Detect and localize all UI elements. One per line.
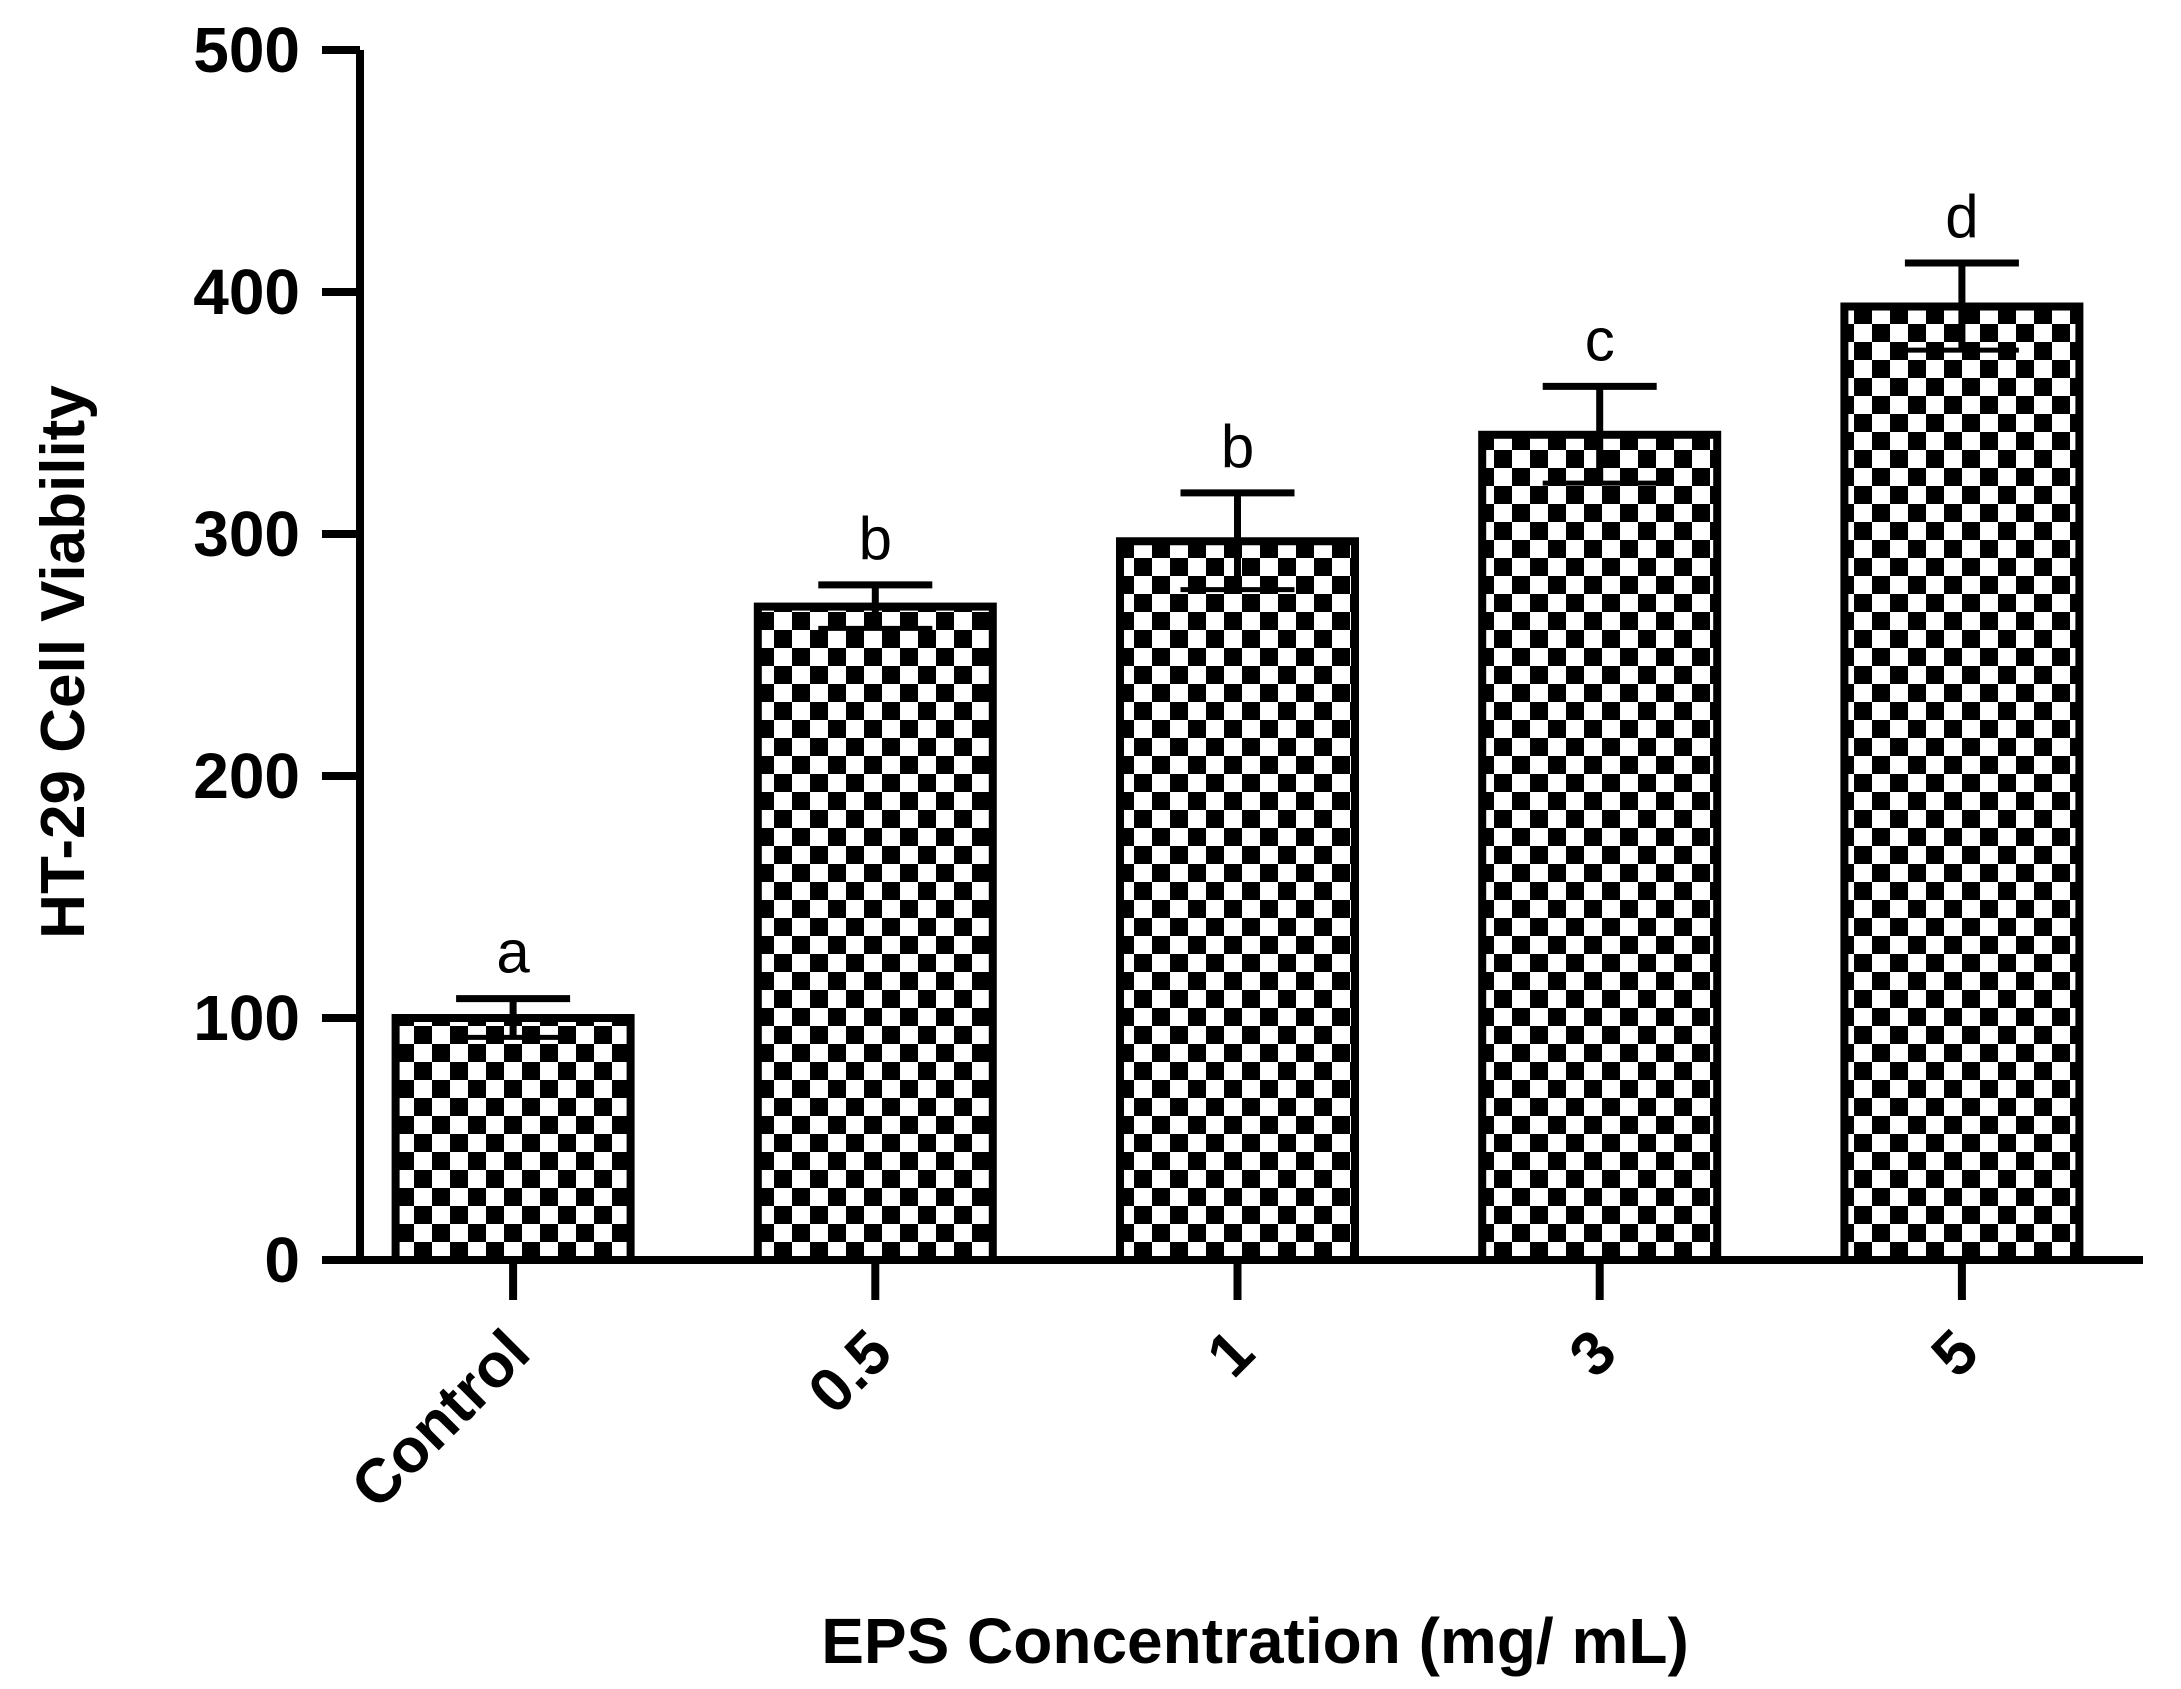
x-axis-title: EPS Concentration (mg/ mL) (821, 1605, 1689, 1677)
x-tick-label-1: 0.5 (795, 1317, 905, 1427)
significance-labels: a b b c d (496, 183, 1978, 986)
y-tick-label-2: 200 (193, 740, 300, 812)
y-tick-label-3: 300 (193, 498, 300, 570)
x-tick-label-0: Control (338, 1317, 543, 1522)
bar-4 (1840, 302, 2084, 1264)
error-bars (456, 259, 2019, 1040)
x-tick-label-3: 3 (1556, 1317, 1629, 1390)
bar-3 (1478, 430, 1722, 1264)
y-axis-title: HT-29 Cell Viability (29, 385, 98, 939)
y-tick-label-0: 0 (264, 1224, 300, 1296)
x-tick-label-4: 5 (1919, 1317, 1992, 1390)
significance-label-0: a (496, 919, 530, 986)
significance-label-4: d (1945, 183, 1978, 250)
y-ticks: 0 100 200 300 400 500 (193, 14, 360, 1296)
significance-label-1: b (859, 505, 892, 572)
y-tick-label-5: 500 (193, 14, 300, 86)
x-ticks: Control 0.5 1 3 5 (338, 1260, 1992, 1522)
y-tick-label-4: 400 (193, 256, 300, 328)
x-tick-label-2: 1 (1194, 1317, 1267, 1390)
significance-label-2: b (1221, 413, 1254, 480)
bar-0 (391, 1014, 635, 1264)
significance-label-3: c (1585, 306, 1615, 373)
y-tick-label-1: 100 (193, 982, 300, 1054)
bar-1 (753, 602, 997, 1264)
bar-2 (1116, 537, 1359, 1264)
axes (322, 50, 2143, 1264)
